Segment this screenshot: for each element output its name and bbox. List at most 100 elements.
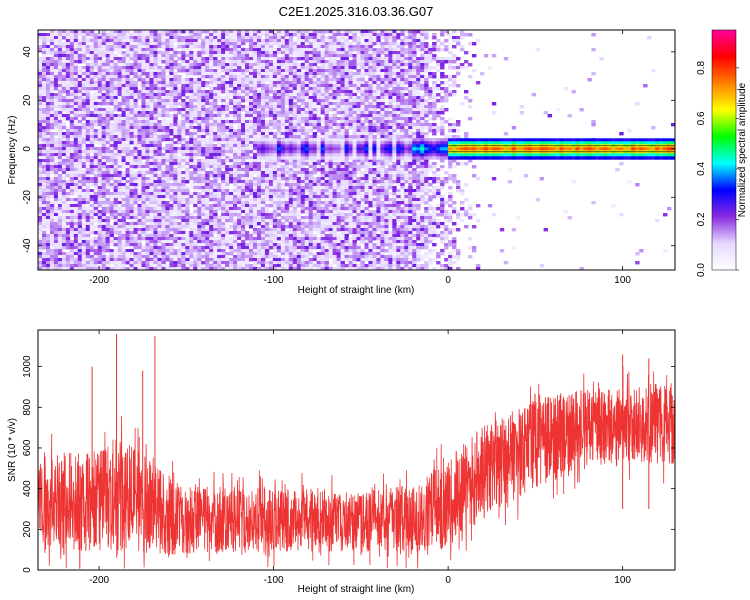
- heatmap-cell: [241, 234, 246, 238]
- heatmap-cell: [117, 159, 123, 163]
- heatmap-cell: [284, 39, 290, 43]
- heatmap-cell: [264, 252, 270, 256]
- heatmap-cell: [57, 195, 63, 199]
- heatmap-cell: [233, 165, 238, 169]
- heatmap-cell: [280, 255, 286, 259]
- heatmap-cell: [249, 132, 254, 136]
- heatmap-cell: [225, 171, 230, 175]
- heatmap-cell: [141, 258, 146, 262]
- heatmap-cell: [284, 219, 290, 223]
- heatmap-cell: [169, 228, 174, 232]
- heatmap-cell: [209, 210, 214, 214]
- heatmap-cell: [133, 39, 138, 43]
- heatmap-cell: [137, 120, 142, 124]
- heatmap-cell: [252, 147, 258, 151]
- heatmap-cell: [85, 81, 91, 85]
- heatmap-cell: [85, 201, 91, 205]
- heatmap-cell: [161, 120, 166, 124]
- heatmap-cell: [177, 138, 182, 142]
- heatmap-cell: [113, 189, 119, 193]
- heatmap-cell: [245, 30, 250, 34]
- heatmap-cell: [173, 135, 178, 139]
- heatmap-cell: [249, 189, 254, 193]
- heatmap-cell: [264, 69, 270, 73]
- heatmap-cell: [241, 51, 246, 55]
- heatmap-cell: [137, 36, 142, 40]
- heatmap-cell: [268, 174, 274, 178]
- heatmap-cell: [125, 183, 130, 187]
- heatmap-cell: [241, 135, 246, 139]
- heatmap-cell: [209, 174, 214, 178]
- heatmap-cell: [288, 198, 294, 202]
- heatmap-cell: [161, 192, 166, 196]
- heatmap-cell: [73, 135, 79, 139]
- heatmap-cell: [149, 138, 154, 142]
- heatmap-cell: [129, 81, 134, 85]
- heatmap-cell: [233, 213, 238, 217]
- heatmap-cell: [197, 54, 202, 58]
- heatmap-cell: [149, 198, 154, 202]
- heatmap-cell: [77, 129, 83, 133]
- heatmap-cell: [73, 96, 79, 100]
- heatmap-cell: [145, 114, 150, 118]
- heatmap-cell: [189, 105, 194, 109]
- heatmap-cell: [237, 234, 242, 238]
- heatmap-cell: [161, 168, 166, 172]
- heatmap-cell: [197, 159, 202, 163]
- heatmap-cell: [209, 198, 214, 202]
- heatmap-cell: [252, 87, 258, 91]
- heatmap-cell: [233, 54, 238, 58]
- heatmap-cell: [237, 78, 242, 82]
- heatmap-cell: [153, 258, 158, 262]
- heatmap-cell: [233, 132, 238, 136]
- heatmap-cell: [145, 207, 150, 211]
- heatmap-cell: [41, 186, 47, 190]
- heatmap-cell: [69, 201, 75, 205]
- heatmap-cell: [225, 213, 230, 217]
- heatmap-cell: [137, 39, 142, 43]
- heatmap-cell: [189, 108, 194, 112]
- heatmap-cell: [252, 255, 258, 259]
- heatmap-cell: [173, 168, 178, 172]
- heatmap-cell: [149, 261, 154, 265]
- heatmap-cell: [213, 102, 218, 106]
- heatmap-cell: [221, 201, 226, 205]
- heatmap-cell: [81, 30, 87, 34]
- heatmap-cell: [181, 258, 186, 262]
- heatmap-cell: [213, 162, 218, 166]
- heatmap-cell: [145, 201, 150, 205]
- heatmap-cell: [117, 240, 123, 244]
- heatmap-cell: [181, 252, 186, 256]
- heatmap-cell: [221, 171, 226, 175]
- heatmap-cell: [288, 114, 294, 118]
- heatmap-cell: [217, 183, 222, 187]
- heatmap-cell: [205, 57, 210, 61]
- heatmap-cell: [73, 165, 79, 169]
- heatmap-cell: [45, 36, 51, 40]
- heatmap-cell: [245, 204, 250, 208]
- heatmap-cell: [241, 249, 246, 253]
- heatmap-cell: [181, 264, 186, 268]
- heatmap-cell: [113, 177, 119, 181]
- heatmap-cell: [292, 252, 298, 256]
- heatmap-cell: [97, 219, 103, 223]
- heatmap-cell: [252, 81, 258, 85]
- heatmap-cell: [133, 78, 138, 82]
- heatmap-cell: [276, 42, 282, 46]
- heatmap-cell: [201, 165, 206, 169]
- heatmap-cell: [49, 141, 55, 145]
- heatmap-cell: [292, 60, 298, 64]
- heatmap-cell: [237, 171, 242, 175]
- heatmap-cell: [284, 81, 290, 85]
- heatmap-cell: [85, 60, 91, 64]
- heatmap-cell: [276, 117, 282, 121]
- heatmap-cell: [53, 105, 59, 109]
- heatmap-cell: [292, 183, 298, 187]
- heatmap-cell: [121, 36, 126, 40]
- heatmap-cell: [121, 135, 126, 139]
- heatmap-cell: [173, 165, 178, 169]
- heatmap-cell: [157, 93, 162, 97]
- heatmap-cell: [61, 132, 67, 136]
- heatmap-cell: [89, 216, 95, 220]
- heatmap-cell: [197, 219, 202, 223]
